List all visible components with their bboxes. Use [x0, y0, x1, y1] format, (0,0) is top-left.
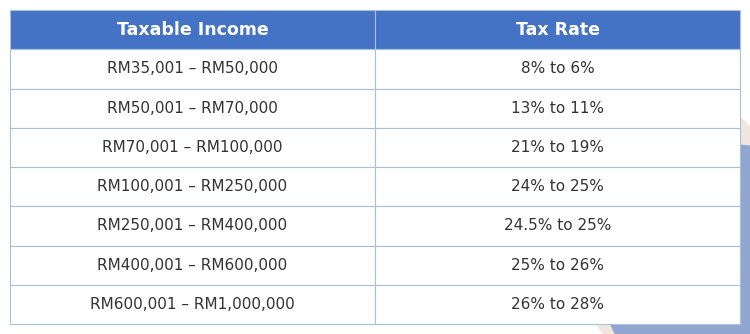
Bar [10, 128, 375, 167]
Text: 24.5% to 25%: 24.5% to 25% [504, 218, 611, 233]
Text: RM600,001 – RM1,000,000: RM600,001 – RM1,000,000 [90, 297, 295, 312]
Bar [10, 49, 375, 89]
Circle shape [600, 144, 750, 334]
Bar [375, 128, 740, 167]
Bar [375, 285, 740, 324]
Text: RM35,001 – RM50,000: RM35,001 – RM50,000 [107, 61, 278, 76]
Text: 26% to 28%: 26% to 28% [511, 297, 604, 312]
Circle shape [648, 67, 732, 151]
Ellipse shape [570, 94, 750, 334]
Bar [375, 245, 740, 285]
Text: RM70,001 – RM100,000: RM70,001 – RM100,000 [102, 140, 283, 155]
Text: RM250,001 – RM400,000: RM250,001 – RM400,000 [98, 218, 287, 233]
Bar [375, 10, 740, 49]
Bar [375, 167, 740, 206]
Bar [10, 245, 375, 285]
Bar [10, 285, 375, 324]
Text: 25% to 26%: 25% to 26% [511, 258, 604, 273]
Text: 24% to 25%: 24% to 25% [511, 179, 604, 194]
Text: Taxable Income: Taxable Income [117, 21, 268, 39]
Text: 13% to 11%: 13% to 11% [511, 101, 604, 116]
Bar [10, 206, 375, 245]
Text: Tax Rate: Tax Rate [515, 21, 599, 39]
Text: RM100,001 – RM250,000: RM100,001 – RM250,000 [98, 179, 287, 194]
Bar [10, 167, 375, 206]
Text: RM50,001 – RM70,000: RM50,001 – RM70,000 [107, 101, 278, 116]
Bar [375, 89, 740, 128]
Bar [375, 49, 740, 89]
Bar [10, 10, 375, 49]
Bar [10, 89, 375, 128]
Text: 21% to 19%: 21% to 19% [511, 140, 604, 155]
Text: RM400,001 – RM600,000: RM400,001 – RM600,000 [98, 258, 288, 273]
Text: 8% to 6%: 8% to 6% [520, 61, 594, 76]
Bar [375, 206, 740, 245]
